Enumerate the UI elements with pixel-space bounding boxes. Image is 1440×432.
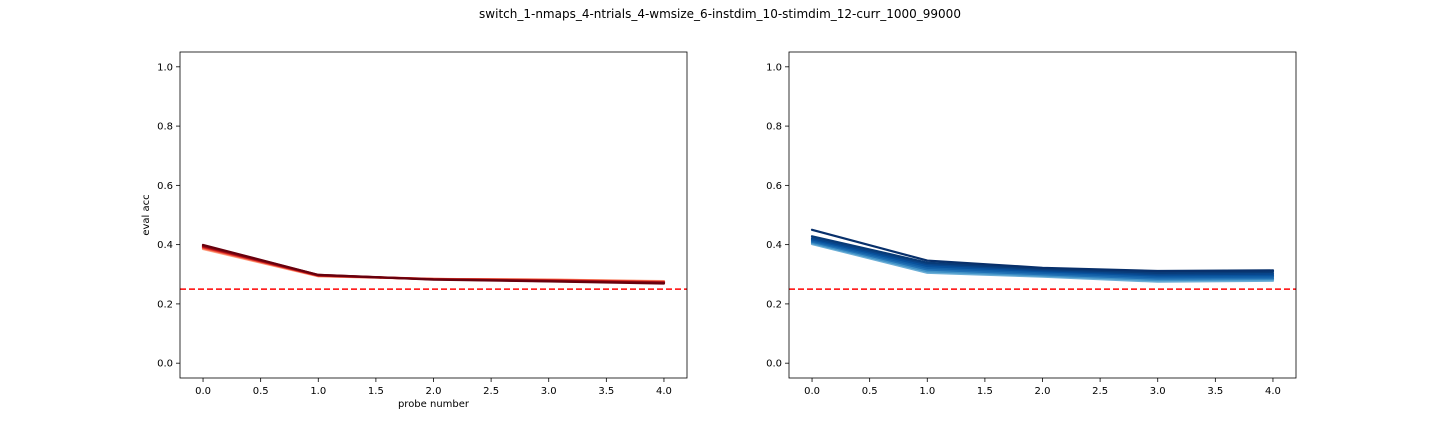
right-x-tick-label: 1.5 [977,386,993,397]
right-series-line-2 [810,241,1275,282]
right-x-tick-label: 2.0 [1035,386,1051,397]
left-x-tick-label: 2.5 [483,386,499,397]
right-series-line-6 [810,237,1275,276]
left-y-tick-label: 0.8 [157,122,173,133]
left-x-tick-label: 2.0 [426,386,442,397]
right-axes-frame [788,51,1297,379]
left-y-tick-label: 1.0 [157,62,173,73]
left-y-tick-label: 0.0 [157,359,173,370]
right-series-line-5 [810,238,1275,277]
right-y-tick-label: 0.2 [766,299,782,310]
right-x-tick-label: 3.0 [1150,386,1166,397]
left-x-tick-label: 3.5 [598,386,614,397]
right-x-tick-label: 4.0 [1265,386,1281,397]
left-x-tick-label: 4.0 [656,386,672,397]
left-x-tick-label: 1.0 [310,386,326,397]
left-y-tick-label: 0.4 [157,240,173,251]
left-x-tick-label: 1.5 [368,386,384,397]
right-x-tick-label: 1.0 [919,386,935,397]
right-x-tick-label: 3.5 [1207,386,1223,397]
left-y-axis-label: eval acc [141,194,152,235]
right-y-tick-label: 0.0 [766,359,782,370]
left-y-tick-label: 0.6 [157,181,173,192]
right-series-line-8 [810,228,1275,273]
right-series-group [810,228,1275,283]
left-series-group [201,243,666,285]
left-x-tick-label: 3.0 [541,386,557,397]
right-y-tick-label: 1.0 [766,62,782,73]
right-y-tick-label: 0.6 [766,181,782,192]
right-x-tick-label: 0.0 [804,386,820,397]
right-x-tick-label: 2.5 [1092,386,1108,397]
right-y-tick-label: 0.8 [766,122,782,133]
right-y-tick-label: 0.4 [766,240,782,251]
left-y-tick-label: 0.2 [157,299,173,310]
left-x-tick-label: 0.5 [253,386,269,397]
figure-title: switch_1-nmaps_4-ntrials_4-wmsize_6-inst… [479,7,961,21]
left-x-axis-label: probe number [398,399,470,410]
left-x-tick-label: 0.0 [195,386,211,397]
right-x-tick-label: 0.5 [862,386,878,397]
right-series-line-3 [810,240,1275,280]
right-series-line-4 [810,239,1275,279]
left-series-line-8 [201,243,666,285]
